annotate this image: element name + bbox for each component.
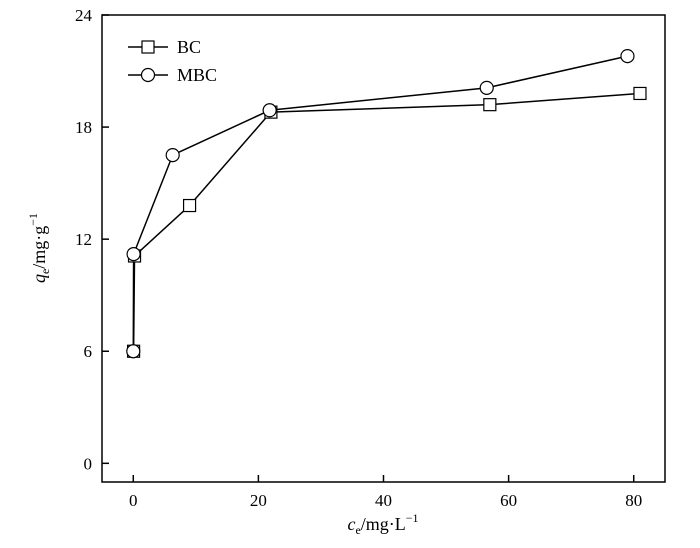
data-point-mbc xyxy=(165,148,180,163)
data-point-mbc xyxy=(479,80,494,95)
data-point-mbc xyxy=(620,48,635,64)
y-axis: 0 6 12 18 24 xyxy=(75,6,109,473)
x-tick-label: 40 xyxy=(375,491,392,510)
legend: BC MBC xyxy=(128,37,217,85)
y-tick-label: 12 xyxy=(75,230,92,249)
x-tick-label: 80 xyxy=(625,491,642,510)
series-line-mbc xyxy=(132,55,628,352)
x-axis-title: ce/mg·L−1 xyxy=(347,511,418,537)
data-point-bc xyxy=(633,86,647,101)
x-tick-label: 0 xyxy=(129,491,138,510)
data-point-mbc xyxy=(126,344,141,359)
data-point-bc xyxy=(483,98,497,112)
legend-label-mbc: MBC xyxy=(177,65,217,85)
y-tick-label: 24 xyxy=(75,6,93,25)
y-tick-label: 0 xyxy=(84,454,93,473)
legend-circle-marker xyxy=(140,67,156,83)
data-point-bc xyxy=(182,198,197,213)
legend-label-bc: BC xyxy=(177,37,201,57)
x-tick-label: 20 xyxy=(250,491,267,510)
data-point-mbc xyxy=(126,247,141,262)
series-layer xyxy=(126,48,647,359)
y-axis-title: qe/mg·g−1 xyxy=(26,213,52,283)
x-axis: 0 20 40 60 80 xyxy=(129,475,642,510)
legend-square-marker xyxy=(141,40,155,54)
y-tick-label: 18 xyxy=(75,118,92,137)
legend-entry-bc: BC xyxy=(128,37,201,57)
x-tick-label: 60 xyxy=(500,491,517,510)
data-point-mbc xyxy=(262,103,277,118)
plot-frame xyxy=(101,14,666,483)
series-line-bc xyxy=(132,92,641,352)
legend-entry-mbc: MBC xyxy=(128,65,217,85)
y-tick-label: 6 xyxy=(84,342,93,361)
